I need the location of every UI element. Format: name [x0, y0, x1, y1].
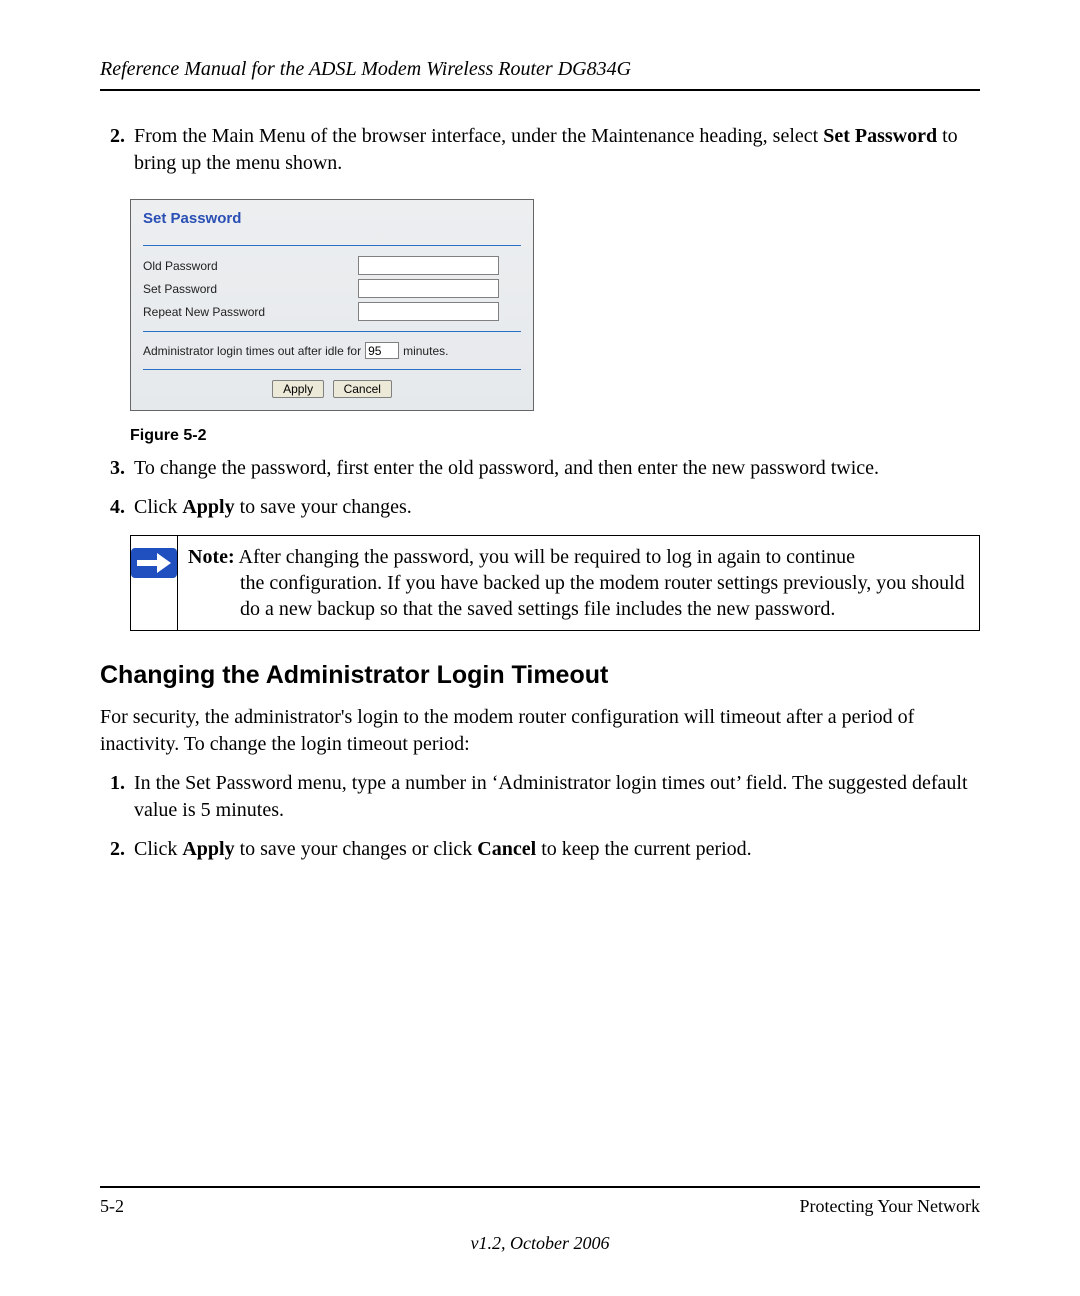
page-number: 5-2 [100, 1196, 124, 1217]
note-icon-cell [131, 536, 178, 630]
timeout-post: minutes. [403, 344, 448, 358]
list-text: To change the password, first enter the … [134, 457, 879, 479]
section-heading: Changing the Administrator Login Timeout [100, 661, 980, 690]
old-password-label: Old Password [143, 259, 358, 273]
timeout-input[interactable] [365, 342, 399, 359]
figure: Set Password Old Password Set Password R… [130, 199, 980, 411]
panel-sep [143, 331, 521, 332]
list-item: To change the password, first enter the … [130, 455, 980, 482]
list-text-bold: Set Password [823, 125, 937, 147]
footer-rule [100, 1186, 980, 1188]
list-text: From the Main Menu of the browser interf… [134, 125, 823, 147]
body-para: For security, the administrator's login … [100, 704, 980, 758]
header-rule [100, 89, 980, 91]
set-password-input[interactable] [358, 279, 499, 298]
repeat-password-input[interactable] [358, 302, 499, 321]
note-line1: After changing the password, you will be… [235, 546, 855, 568]
timeout-pre: Administrator login times out after idle… [143, 344, 361, 358]
button-row: Apply Cancel [143, 380, 521, 398]
note-label: Note: [188, 546, 235, 568]
note-text: Note: After changing the password, you w… [178, 536, 979, 630]
figure-caption: Figure 5-2 [130, 427, 980, 445]
step-list-3: In the Set Password menu, type a number … [100, 770, 980, 863]
arrow-icon [131, 548, 177, 578]
panel-sep [143, 369, 521, 370]
apply-button[interactable]: Apply [272, 380, 324, 398]
note-rest: the configuration. If you have backed up… [188, 570, 969, 622]
running-header: Reference Manual for the ADSL Modem Wire… [100, 58, 980, 81]
list-item: Click Apply to save your changes or clic… [130, 836, 980, 863]
list-text-bold: Cancel [477, 838, 536, 860]
doc-version: v1.2, October 2006 [100, 1233, 980, 1254]
list-text: to save your changes or click [235, 838, 478, 860]
list-text-bold: Apply [182, 838, 234, 860]
chapter-title: Protecting Your Network [800, 1196, 981, 1217]
note-box: Note: After changing the password, you w… [130, 535, 980, 631]
page-footer: 5-2 Protecting Your Network v1.2, Octobe… [100, 1186, 980, 1254]
form-row-old-password: Old Password [143, 256, 521, 275]
form-row-repeat-password: Repeat New Password [143, 302, 521, 321]
set-password-label: Set Password [143, 282, 358, 296]
list-text: In the Set Password menu, type a number … [134, 772, 968, 821]
set-password-panel: Set Password Old Password Set Password R… [130, 199, 534, 411]
step-list-1: From the Main Menu of the browser interf… [100, 123, 980, 177]
list-item: Click Apply to save your changes. [130, 494, 980, 521]
list-text: Click [134, 838, 182, 860]
cancel-button[interactable]: Cancel [333, 380, 392, 398]
list-text-bold: Apply [182, 496, 234, 518]
list-text: to keep the current period. [536, 838, 751, 860]
list-text: Click [134, 496, 182, 518]
old-password-input[interactable] [358, 256, 499, 275]
list-text: to save your changes. [235, 496, 412, 518]
panel-sep [143, 245, 521, 246]
list-item: From the Main Menu of the browser interf… [130, 123, 980, 177]
timeout-row: Administrator login times out after idle… [143, 342, 521, 359]
form-row-set-password: Set Password [143, 279, 521, 298]
list-item: In the Set Password menu, type a number … [130, 770, 980, 824]
panel-title: Set Password [143, 210, 521, 227]
repeat-password-label: Repeat New Password [143, 305, 358, 319]
step-list-2: To change the password, first enter the … [100, 455, 980, 521]
